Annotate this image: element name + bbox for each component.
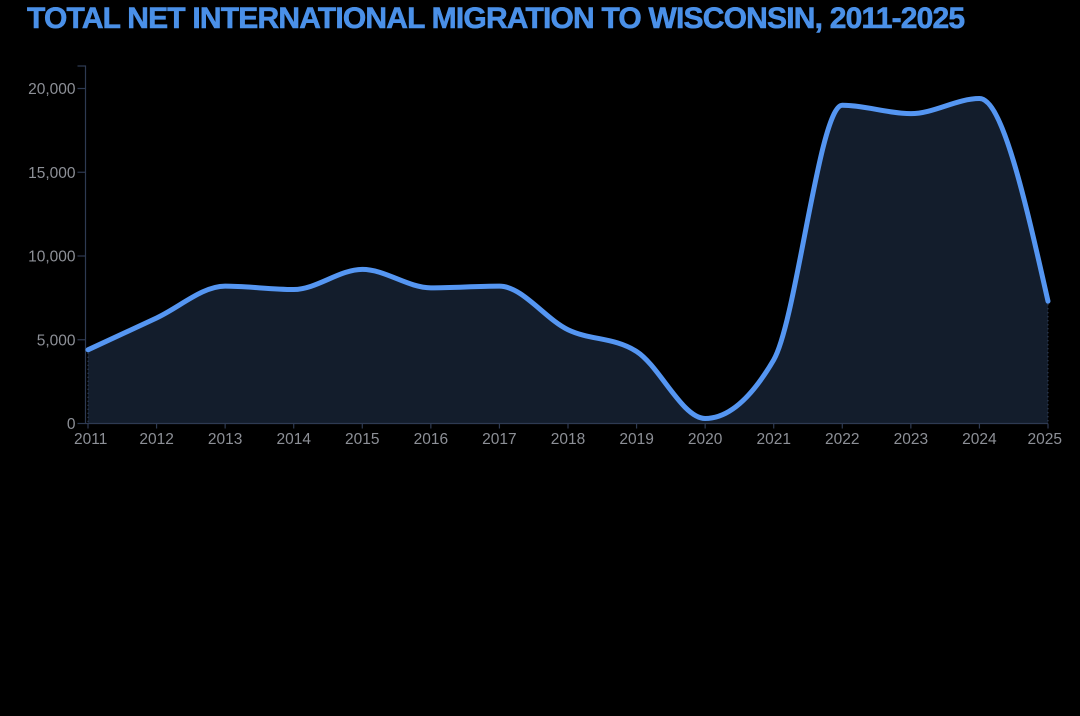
x-tick-label: 2013 (208, 431, 242, 448)
chart-title: TOTAL NET INTERNATIONAL MIGRATION TO WIS… (27, 2, 966, 36)
y-tick-label: 5,000 (37, 332, 76, 349)
x-tick-label: 2022 (825, 431, 859, 448)
x-tick-label: 2014 (276, 431, 311, 448)
y-tick-label: 10,000 (28, 249, 76, 266)
y-tick-label: 20,000 (28, 81, 76, 98)
x-tick-label: 2020 (688, 431, 723, 448)
x-tick-label: 2011 (74, 431, 107, 448)
x-tick-label: 2015 (345, 431, 379, 448)
x-tick-label: 2012 (139, 431, 173, 448)
x-tick-label: 2017 (482, 431, 516, 448)
x-tick-label: 2018 (551, 431, 585, 448)
x-tick-label: 2019 (619, 431, 653, 448)
y-axis-line (77, 65, 87, 424)
area-fill (88, 98, 1048, 424)
x-tick-label: 2023 (894, 431, 928, 448)
x-tick-label: 2016 (414, 431, 448, 448)
x-tick-label: 2025 (1028, 431, 1062, 448)
y-tick-label: 15,000 (28, 165, 76, 182)
x-tick-label: 2021 (756, 431, 790, 448)
x-tick-label: 2024 (962, 431, 997, 448)
y-tick-label: 0 (67, 416, 76, 433)
trend-line (85, 96, 1051, 421)
